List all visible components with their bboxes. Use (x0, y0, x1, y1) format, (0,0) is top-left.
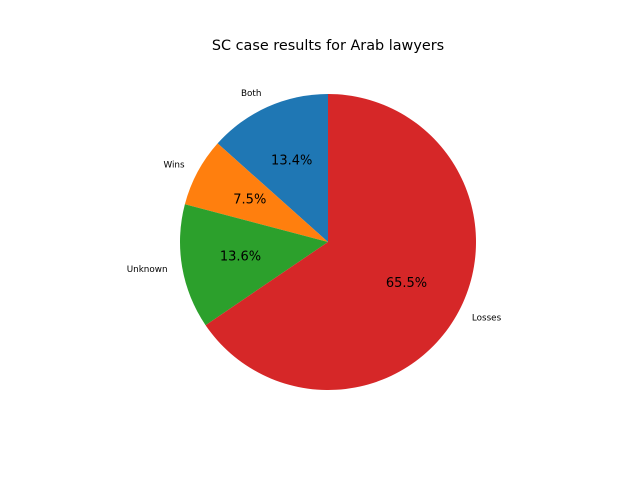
slice-label-wins: Wins (163, 160, 185, 170)
slice-label-unknown: Unknown (127, 265, 168, 275)
slice-label-both: Both (241, 89, 261, 99)
slice-percent-unknown: 13.6% (220, 249, 261, 264)
slice-percent-losses: 65.5% (386, 276, 427, 291)
slice-percent-both: 13.4% (271, 153, 312, 168)
pie-slice-losses (205, 94, 476, 391)
slice-percent-wins: 7.5% (233, 192, 266, 207)
pie-slices (179, 94, 476, 391)
chart-title: SC case results for Arab lawyers (212, 38, 444, 54)
pie-labels: Both 13.4% Wins 7.5% Unknown 13.6% Losses 65.5% (127, 89, 502, 324)
pie-slice-unknown (179, 204, 328, 326)
pie-slice-wins (184, 143, 328, 242)
slice-label-losses: Losses (472, 314, 502, 324)
pie-slice-both (217, 94, 328, 242)
